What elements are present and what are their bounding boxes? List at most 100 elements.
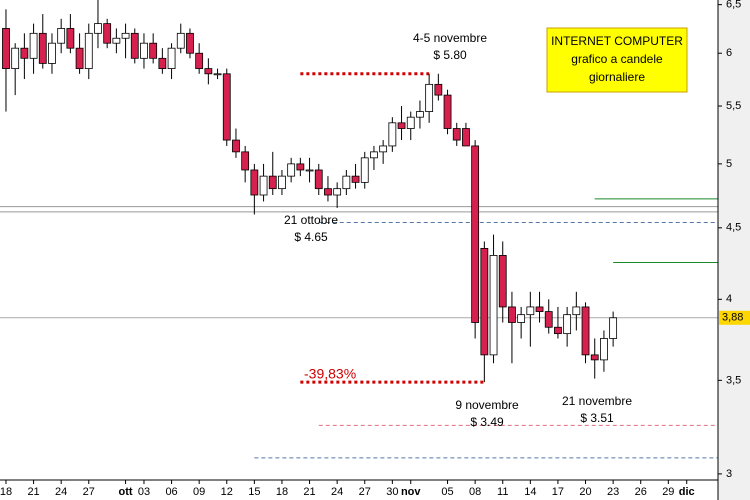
candle-body [351, 175, 360, 183]
candle-body [204, 68, 213, 75]
x-tick-label: nov [401, 486, 421, 498]
candle-body [498, 255, 507, 308]
y-tick-label: 5,5 [726, 100, 741, 112]
candle-body [370, 151, 378, 159]
x-tick-label: 24 [331, 486, 343, 498]
candle-body [278, 175, 286, 190]
candle-body [176, 32, 185, 49]
candle-body [29, 32, 38, 59]
candle-body [480, 247, 489, 356]
annotation: 21 ottobre [284, 213, 338, 227]
candle-body [140, 42, 148, 59]
candle-body [11, 47, 20, 69]
candle-body [149, 42, 158, 59]
x-tick-label: 17 [552, 486, 564, 498]
y-tick-label: 4 [726, 293, 732, 305]
candle-body [287, 163, 296, 177]
candle-body [434, 83, 443, 96]
x-tick-label: 15 [248, 486, 260, 498]
candle-body [48, 42, 56, 64]
y-axis-panel [718, 0, 750, 500]
candle-body [609, 317, 618, 339]
candle-body [222, 73, 231, 141]
candle-body [186, 32, 194, 54]
candle-body [600, 338, 608, 361]
x-tick-label: 24 [55, 486, 67, 498]
candle-body [508, 306, 516, 323]
candle-body [241, 151, 250, 171]
candle-body [130, 32, 139, 59]
candle-body [489, 255, 498, 356]
annotation: $ 3.51 [580, 411, 614, 425]
x-tick-label: 23 [607, 486, 619, 498]
candle-body [20, 47, 29, 59]
y-tick-label: 4,5 [726, 222, 741, 234]
candle-body [572, 306, 581, 316]
subtitle: giornaliere [589, 70, 645, 84]
candle-body [2, 28, 10, 69]
x-tick-label: 14 [524, 486, 536, 498]
candle-body [379, 145, 388, 153]
price-tag [719, 310, 750, 325]
annotation: 4-5 novembre [413, 31, 487, 45]
x-tick-label: 11 [497, 486, 508, 498]
candle-body [590, 354, 599, 361]
candle-body [94, 23, 102, 34]
annotation: -39,83% [304, 366, 356, 382]
candle-body [84, 32, 93, 69]
candle-body [75, 47, 84, 69]
candle-body [517, 314, 526, 323]
x-tick-label: 06 [165, 486, 177, 498]
candle-body [158, 57, 167, 69]
candle-body [342, 175, 351, 190]
candle-body [544, 311, 553, 328]
candle-body [554, 326, 562, 335]
annotation: $ 5.80 [433, 48, 467, 62]
candle-body [103, 23, 112, 44]
x-tick-label: 27 [83, 486, 95, 498]
candle-body [526, 306, 535, 316]
candle-body [462, 128, 470, 147]
candle-body [397, 122, 406, 129]
candle-body [314, 169, 323, 190]
x-tick-label: 03 [138, 486, 150, 498]
annotation: $ 4.65 [294, 230, 328, 244]
candle-body [360, 157, 369, 183]
candle-body [112, 37, 121, 44]
x-tick-label: 09 [193, 486, 205, 498]
annotation: 9 novembre [455, 398, 519, 412]
candle-body [581, 306, 590, 356]
candle-body [563, 314, 572, 335]
plot [0, 0, 718, 459]
candle-body [195, 52, 204, 69]
candle-body [416, 111, 424, 118]
candle-body [388, 122, 397, 147]
subtitle: grafico a candele [571, 52, 663, 66]
x-tick-label: 30 [386, 486, 398, 498]
candle-body [296, 163, 305, 171]
candle-body [535, 306, 544, 312]
x-tick-label: 20 [579, 486, 591, 498]
candle-body [333, 188, 342, 196]
candle-body [259, 175, 268, 196]
annotation: $ 3.49 [470, 415, 504, 429]
y-tick-label: 6,5 [726, 0, 741, 11]
x-tick-label: 26 [635, 486, 647, 498]
chart-title: INTERNET COMPUTER [551, 34, 683, 48]
candle-body [38, 32, 47, 64]
y-tick-label: 6 [726, 47, 732, 59]
x-tick-label: 12 [221, 486, 233, 498]
x-tick-label: 18 [276, 486, 288, 498]
annotation: 21 novembre [562, 394, 632, 408]
candle-body [167, 47, 176, 69]
candle-body [443, 94, 452, 129]
candle-body [452, 128, 461, 141]
x-tick-label: 29 [662, 486, 674, 498]
candle-body [324, 188, 332, 196]
y-tick-label: 5 [726, 158, 732, 170]
price-tag-label: 3,88 [722, 312, 743, 324]
candle-body [232, 139, 240, 153]
title-box [546, 27, 688, 93]
